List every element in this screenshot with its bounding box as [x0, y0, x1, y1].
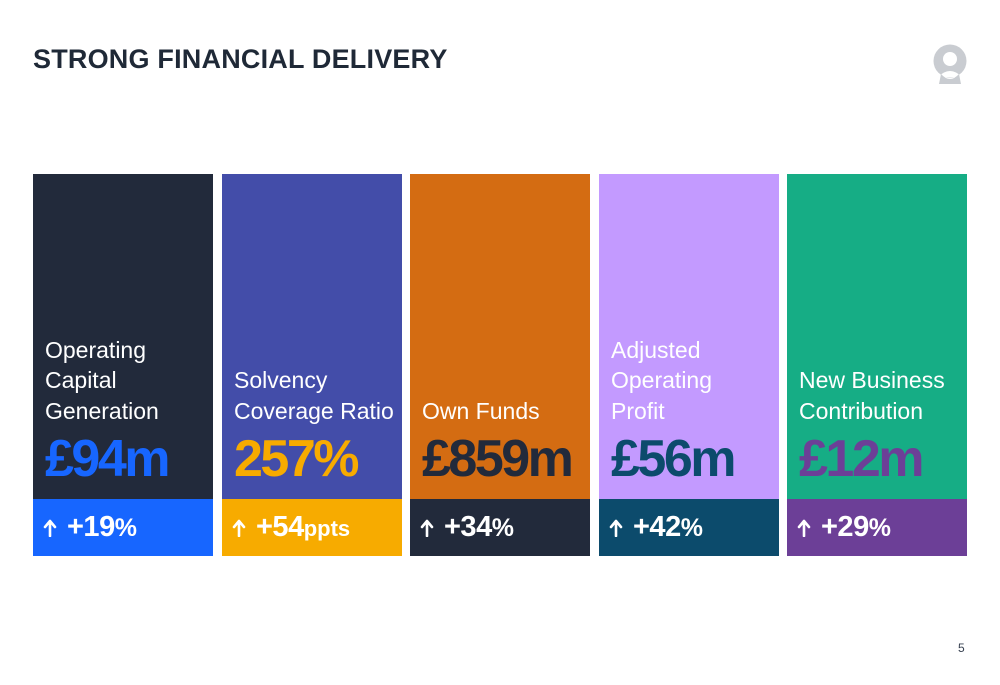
kpi-change-unit: % [491, 514, 514, 542]
kpi-label: Operating Capital Generation [45, 336, 159, 424]
kpi-value: £56m [611, 430, 737, 488]
card-bottom: +34% [410, 499, 590, 556]
card-top: Adjusted Operating Profit £56m [599, 174, 779, 499]
kpi-label: Adjusted Operating Profit [611, 336, 713, 424]
kpi-card: Solvency Coverage Ratio 257% +54ppts [222, 174, 402, 556]
kpi-change: +29% [821, 511, 891, 544]
kpi-change: +34% [444, 511, 514, 544]
arrow-up-icon [797, 519, 811, 537]
kpi-change: +42% [633, 511, 703, 544]
card-top: Solvency Coverage Ratio 257% [222, 174, 402, 499]
kpi-card: Adjusted Operating Profit £56m +42% [599, 174, 779, 556]
kpi-change-unit: ppts [303, 516, 351, 541]
card-bottom: +54ppts [222, 499, 402, 556]
kpi-card: Operating Capital Generation £94m +19% [33, 174, 213, 556]
kpi-change-unit: % [680, 514, 703, 542]
kpi-change-value: +54 [256, 511, 304, 543]
kpi-change: +19% [67, 511, 137, 544]
kpi-change-value: +34 [444, 511, 492, 543]
kpi-card: New Business Contribution £12m +29% [787, 174, 967, 556]
kpi-label: Own Funds [422, 397, 540, 424]
kpi-value: £94m [45, 430, 171, 488]
card-bottom: +42% [599, 499, 779, 556]
card-top: Own Funds £859m [410, 174, 590, 499]
kpi-label: Solvency Coverage Ratio [234, 367, 394, 424]
card-bottom: +19% [33, 499, 213, 556]
kpi-change-value: +29 [821, 511, 869, 543]
kpi-change: +54ppts [256, 511, 350, 544]
kpi-value: £859m [422, 430, 574, 488]
kpi-change-unit: % [114, 514, 137, 542]
kpi-value: 257% [234, 430, 360, 488]
kpi-label: New Business Contribution [799, 367, 945, 424]
card-top: New Business Contribution £12m [787, 174, 967, 499]
page-number: 5 [958, 641, 965, 655]
arrow-up-icon [420, 519, 434, 537]
arrow-up-icon [232, 519, 246, 537]
card-bottom: +29% [787, 499, 967, 556]
kpi-change-value: +19 [67, 511, 115, 543]
arrow-up-icon [43, 519, 57, 537]
card-top: Operating Capital Generation £94m [33, 174, 213, 499]
kpi-change-value: +42 [633, 511, 681, 543]
page-title: STRONG FINANCIAL DELIVERY [33, 44, 448, 74]
kpi-change-unit: % [868, 514, 891, 542]
arrow-up-icon [609, 519, 623, 537]
kpi-card: Own Funds £859m +34% [410, 174, 590, 556]
kpi-value: £12m [799, 430, 925, 488]
person-silhouette-icon [933, 44, 967, 84]
